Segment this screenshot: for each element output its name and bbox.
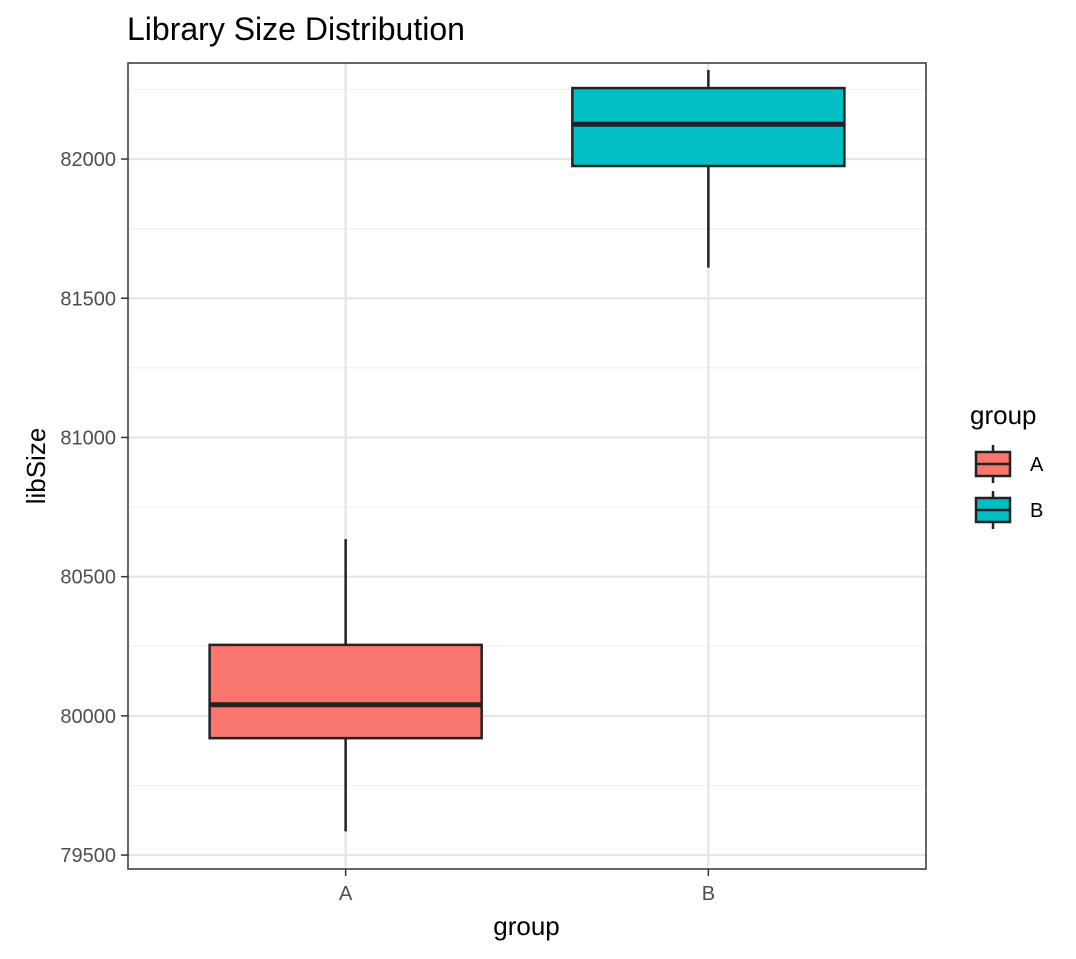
legend-title: group — [970, 400, 1037, 430]
x-axis-title: group — [493, 911, 560, 941]
y-tick-label: 82000 — [60, 149, 116, 171]
y-tick-label: 80500 — [60, 567, 116, 589]
box-A — [208, 539, 483, 832]
x-tick-label: B — [702, 883, 715, 905]
grid-lines — [128, 63, 926, 869]
y-tick-label: 81000 — [60, 427, 116, 449]
y-tick-label: 81500 — [60, 288, 116, 310]
y-axis-ticks: 79500 80000 80500 81000 81500 82000 — [60, 149, 128, 867]
legend-label: B — [1030, 500, 1043, 522]
box-body — [208, 643, 483, 740]
chart-title: Library Size Distribution — [127, 11, 465, 47]
panel-border — [127, 62, 927, 870]
panel-background — [128, 63, 926, 869]
y-tick-label: 80000 — [60, 706, 116, 728]
box-body — [571, 86, 846, 168]
boxes — [208, 69, 846, 832]
legend-item-B: B — [974, 491, 1043, 529]
box-B — [571, 69, 846, 268]
y-axis-title: libSize — [21, 428, 51, 505]
legend: group A B — [970, 400, 1044, 529]
legend-item-A: A — [974, 445, 1044, 483]
x-tick-label: A — [339, 883, 353, 905]
legend-label: A — [1030, 454, 1044, 476]
y-tick-label: 79500 — [60, 845, 116, 867]
